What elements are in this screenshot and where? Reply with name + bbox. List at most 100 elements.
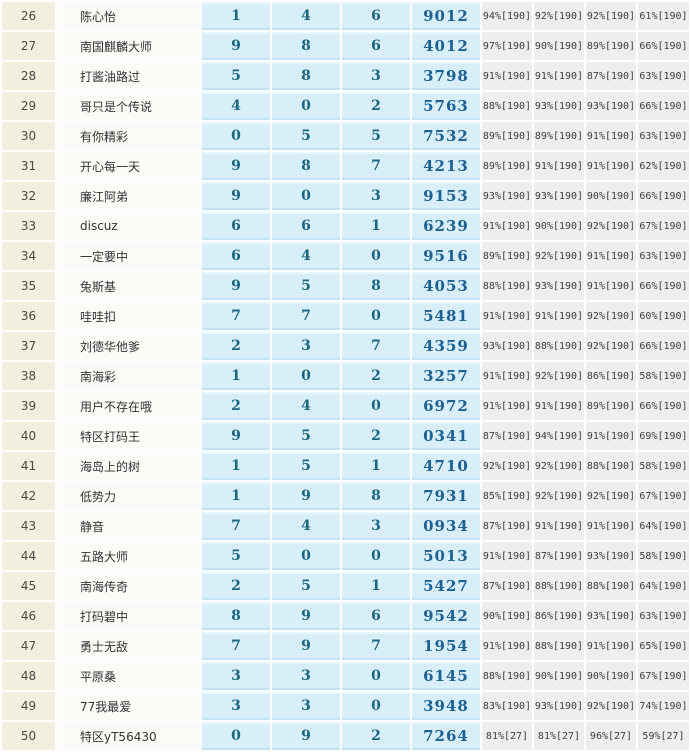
pick-digit-cell: 9 xyxy=(202,32,270,60)
pick-digit-cell: 0 xyxy=(342,302,410,330)
stat-percent-cell: 67%[190] xyxy=(638,662,689,690)
pick-digit-cell: 2 xyxy=(342,722,410,750)
rank-cell: 46 xyxy=(2,602,55,630)
stat-percent-cell: 93%[190] xyxy=(586,542,636,570)
stat-percent-cell: 93%[190] xyxy=(534,182,584,210)
pick-digit-cell: 9 xyxy=(272,632,340,660)
stat-percent-cell: 66%[190] xyxy=(638,92,689,120)
stat-percent-cell: 92%[190] xyxy=(586,482,636,510)
stat-percent-cell: 65%[190] xyxy=(638,632,689,660)
table-row: 42 低势力 1 9 8 7931 85%[190] 92%[190] 92%[190] 67%[… xyxy=(2,482,689,510)
pick-digit-cell: 7 xyxy=(342,152,410,180)
table-row: 27 南国麒麟大师 9 8 6 4012 97%[190] 90%[190] 89%[190] 6… xyxy=(2,32,689,60)
rank-cell: 44 xyxy=(2,542,55,570)
stat-percent-cell: 91%[190] xyxy=(482,542,532,570)
stat-percent-cell: 63%[190] xyxy=(638,122,689,150)
pick-digit-cell: 8 xyxy=(202,602,270,630)
stat-percent-cell: 66%[190] xyxy=(638,272,689,300)
rank-cell: 29 xyxy=(2,92,55,120)
pick-number-cell: 6145 xyxy=(412,662,480,690)
pick-digit-cell: 7 xyxy=(202,632,270,660)
stat-percent-cell: 93%[190] xyxy=(534,692,584,720)
pick-number-cell: 9542 xyxy=(412,602,480,630)
rank-cell: 33 xyxy=(2,212,55,240)
stat-percent-cell: 89%[190] xyxy=(482,242,532,270)
pick-digit-cell: 2 xyxy=(342,92,410,120)
rank-cell: 38 xyxy=(2,362,55,390)
stat-percent-cell: 88%[190] xyxy=(482,92,532,120)
stat-percent-cell: 91%[190] xyxy=(586,272,636,300)
rank-cell: 32 xyxy=(2,182,55,210)
pick-digit-cell: 6 xyxy=(202,242,270,270)
table-row: 30 有你精彩 0 5 5 7532 89%[190] 89%[190] 91%[190] 63%… xyxy=(2,122,689,150)
username-cell: 开心每一天 xyxy=(57,152,200,180)
pick-number-cell: 5427 xyxy=(412,572,480,600)
pick-digit-cell: 4 xyxy=(272,2,340,30)
pick-digit-cell: 0 xyxy=(202,122,270,150)
pick-digit-cell: 1 xyxy=(202,362,270,390)
table-row: 47 勇士无敌 7 9 7 1954 91%[190] 88%[190] 91%[190] 65%… xyxy=(2,632,689,660)
stat-percent-cell: 66%[190] xyxy=(638,392,689,420)
stat-percent-cell: 92%[190] xyxy=(586,212,636,240)
username-cell: 南海传奇 xyxy=(57,572,200,600)
pick-digit-cell: 7 xyxy=(202,302,270,330)
stat-percent-cell: 91%[190] xyxy=(534,152,584,180)
stat-percent-cell: 58%[190] xyxy=(638,542,689,570)
pick-digit-cell: 0 xyxy=(342,242,410,270)
stat-percent-cell: 88%[190] xyxy=(586,452,636,480)
stat-percent-cell: 93%[190] xyxy=(534,92,584,120)
pick-number-cell: 4012 xyxy=(412,32,480,60)
pick-number-cell: 9153 xyxy=(412,182,480,210)
username-cell: 77我最爱 xyxy=(57,692,200,720)
stat-percent-cell: 63%[190] xyxy=(638,602,689,630)
pick-digit-cell: 9 xyxy=(272,722,340,750)
pick-digit-cell: 7 xyxy=(342,332,410,360)
stat-percent-cell: 93%[190] xyxy=(586,602,636,630)
username-cell: 一定要中 xyxy=(57,242,200,270)
username-cell: 勇士无敌 xyxy=(57,632,200,660)
stat-percent-cell: 58%[190] xyxy=(638,362,689,390)
pick-digit-cell: 6 xyxy=(202,212,270,240)
pick-digit-cell: 6 xyxy=(342,2,410,30)
stat-percent-cell: 92%[190] xyxy=(534,452,584,480)
pick-number-cell: 1954 xyxy=(412,632,480,660)
table-row: 48 平原桑 3 3 0 6145 88%[190] 90%[190] 90%[190] 67%[… xyxy=(2,662,689,690)
username-cell: 哇哇扣 xyxy=(57,302,200,330)
stat-percent-cell: 86%[190] xyxy=(586,362,636,390)
stat-percent-cell: 90%[190] xyxy=(586,182,636,210)
pick-digit-cell: 6 xyxy=(342,32,410,60)
rank-cell: 31 xyxy=(2,152,55,180)
pick-digit-cell: 5 xyxy=(202,542,270,570)
stat-percent-cell: 89%[190] xyxy=(482,152,532,180)
pick-digit-cell: 3 xyxy=(272,662,340,690)
pick-digit-cell: 0 xyxy=(272,542,340,570)
stat-percent-cell: 92%[190] xyxy=(482,452,532,480)
pick-digit-cell: 5 xyxy=(202,62,270,90)
username-cell: 静音 xyxy=(57,512,200,540)
pick-digit-cell: 0 xyxy=(342,692,410,720)
pick-digit-cell: 8 xyxy=(272,152,340,180)
pick-digit-cell: 2 xyxy=(342,362,410,390)
rank-cell: 48 xyxy=(2,662,55,690)
stat-percent-cell: 83%[190] xyxy=(482,692,532,720)
rank-cell: 27 xyxy=(2,32,55,60)
stat-percent-cell: 93%[190] xyxy=(534,272,584,300)
stat-percent-cell: 87%[190] xyxy=(586,62,636,90)
rank-cell: 47 xyxy=(2,632,55,660)
stat-percent-cell: 91%[190] xyxy=(586,152,636,180)
stat-percent-cell: 93%[190] xyxy=(586,92,636,120)
pick-number-cell: 0341 xyxy=(412,422,480,450)
pick-digit-cell: 8 xyxy=(342,482,410,510)
stat-percent-cell: 91%[190] xyxy=(586,242,636,270)
stat-percent-cell: 91%[190] xyxy=(534,62,584,90)
username-cell: 南海彩 xyxy=(57,362,200,390)
stat-percent-cell: 91%[190] xyxy=(586,422,636,450)
stat-percent-cell: 88%[190] xyxy=(534,632,584,660)
pick-digit-cell: 6 xyxy=(272,212,340,240)
stat-percent-cell: 74%[190] xyxy=(638,692,689,720)
pick-digit-cell: 1 xyxy=(342,572,410,600)
pick-digit-cell: 3 xyxy=(342,62,410,90)
stat-percent-cell: 91%[190] xyxy=(482,632,532,660)
stat-percent-cell: 94%[190] xyxy=(534,422,584,450)
